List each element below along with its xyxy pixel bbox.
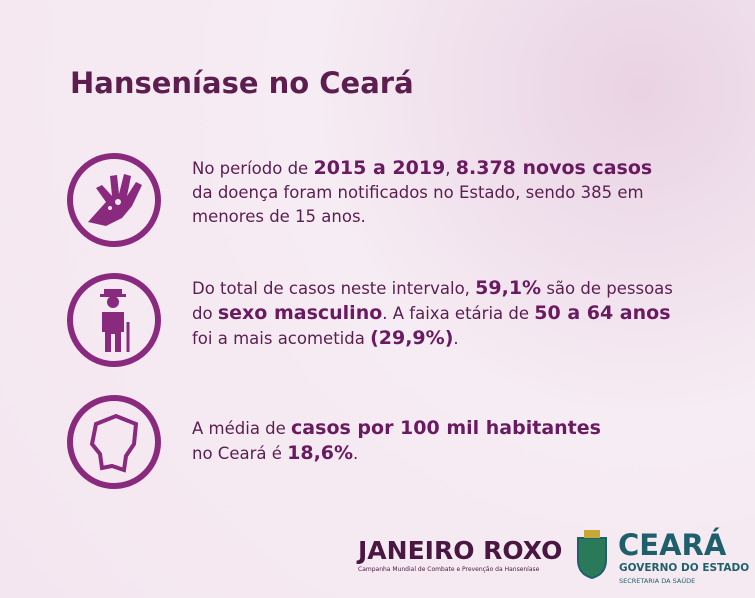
item: No período de 2015 a 2019, 8.378 novos c… <box>192 156 652 229</box>
highlight: sexo masculino <box>217 302 383 324</box>
text: do <box>192 304 218 323</box>
text: menores de 15 anos. <box>192 207 366 226</box>
item: Do total de casos neste intervalo, 59,1%… <box>192 276 673 351</box>
map-icon <box>67 395 161 489</box>
brand: CEARÁ <box>618 528 727 562</box>
person-icon <box>67 273 161 367</box>
hand-icon <box>67 153 161 247</box>
text-line: no Ceará é 18,6%. <box>192 441 601 466</box>
text: Do total de casos neste intervalo, <box>192 279 476 298</box>
text: A média de <box>192 419 292 438</box>
text-line: menores de 15 anos. <box>192 205 652 229</box>
text: . <box>353 444 359 463</box>
text: no Ceará é <box>192 444 288 463</box>
brand-department: SECRETARIA DA SAÚDE <box>619 577 696 585</box>
title: Hanseníase no Ceará <box>70 66 414 100</box>
highlight: casos por 100 mil habitantes <box>291 417 601 439</box>
brand-subtitle: GOVERNO DO ESTADO <box>619 562 750 574</box>
text-line: No período de 2015 a 2019, 8.378 novos c… <box>192 156 652 181</box>
highlight: 2015 a 2019 <box>313 157 446 179</box>
text: . A faixa etária de <box>382 304 535 323</box>
campaign: JANEIRO ROXO <box>358 536 563 565</box>
text: da doença foram notificados no Estado, s… <box>192 183 644 202</box>
text-line: da doença foram notificados no Estado, s… <box>192 181 652 205</box>
coat-of-arms <box>577 530 607 580</box>
text-line: Do total de casos neste intervalo, 59,1%… <box>192 276 673 301</box>
text-line: foi a mais acometida (29,9%). <box>192 326 673 351</box>
text: , <box>445 159 456 178</box>
highlight: 18,6% <box>287 442 354 464</box>
text-line: do sexo masculino. A faixa etária de 50 … <box>192 301 673 326</box>
highlight: 50 a 64 anos <box>534 302 671 324</box>
text: . <box>453 329 459 348</box>
text: são de pessoas <box>541 279 673 298</box>
text-line: A média de casos por 100 mil habitantes <box>192 416 601 441</box>
highlight: (29,9%) <box>370 327 454 349</box>
highlight: 8.378 novos casos <box>455 157 653 179</box>
item: A média de casos por 100 mil habitantes n… <box>192 416 601 466</box>
text: No período de <box>192 159 314 178</box>
campaign-subtitle: Campanha Mundial de Combate e Prevenção … <box>358 566 540 573</box>
highlight: 59,1% <box>475 277 542 299</box>
text: foi a mais acometida <box>192 329 371 348</box>
